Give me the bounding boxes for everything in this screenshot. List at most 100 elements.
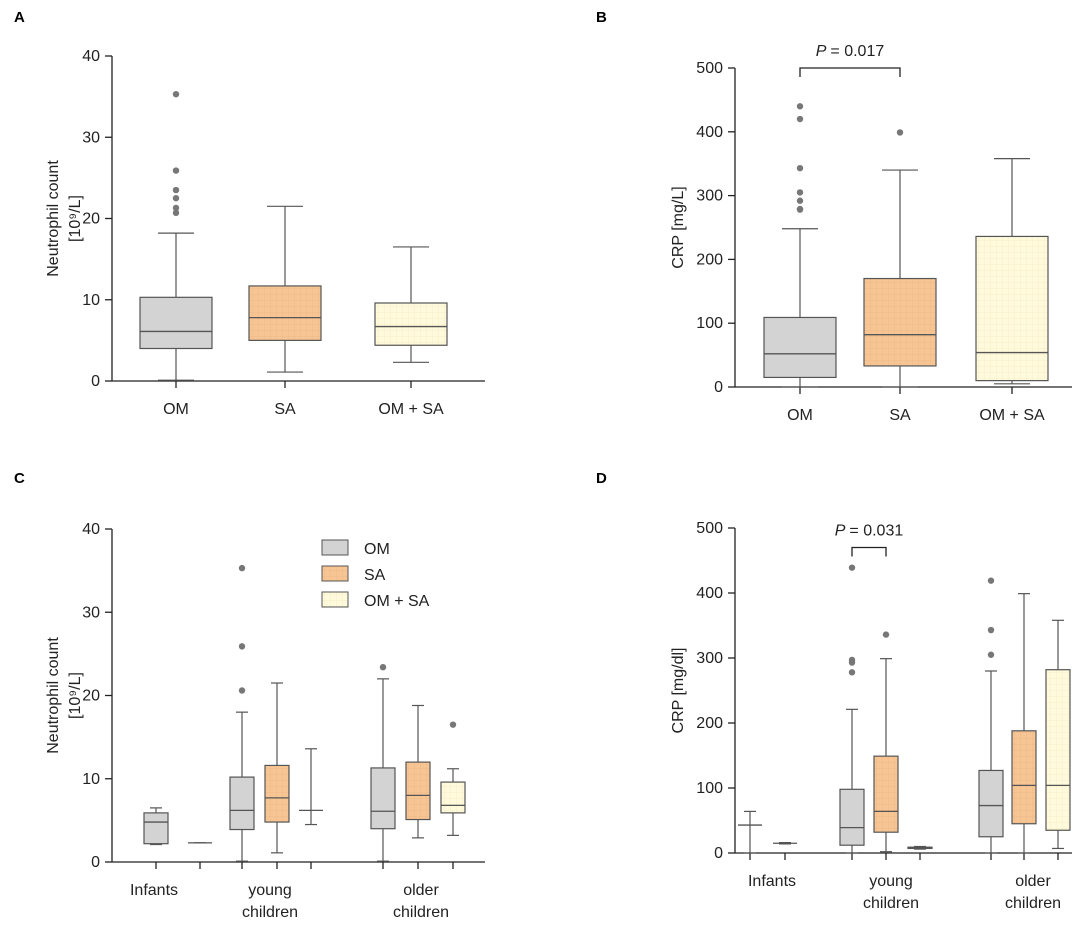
significance-bracket — [851, 546, 887, 557]
outlier-point — [987, 651, 995, 658]
y-tick-label: 10 — [82, 292, 100, 309]
y-tick-label: 40 — [82, 48, 100, 65]
y-tick-label: 300 — [696, 188, 723, 205]
box-om — [139, 90, 213, 381]
x-category-label-young-children: children — [863, 895, 919, 912]
p-value-text: = 0.031 — [849, 523, 903, 540]
box-sa — [773, 841, 797, 845]
x-category-label-infants: Infants — [130, 882, 178, 899]
y-tick-label: 0 — [91, 854, 100, 871]
outlier-point — [796, 197, 804, 204]
p-value-symbol: P — [816, 43, 827, 60]
box-om — [738, 810, 762, 854]
box-om — [763, 103, 837, 388]
outlier-point — [896, 129, 904, 136]
x-category-label-young-children: children — [242, 904, 298, 921]
y-tick-label: 300 — [696, 650, 723, 667]
y-tick-label: 20 — [82, 211, 100, 228]
x-category-label-older-children: older — [403, 882, 439, 899]
box-iqr — [229, 776, 255, 831]
panel-a: A 0 10 20 30 40 Neutrophil count [10⁹/L] OM SA OM … — [14, 9, 485, 418]
outlier-point — [796, 189, 804, 196]
y-tick-label: 200 — [696, 715, 723, 732]
panel-label: A — [14, 9, 25, 26]
legend-label-sa: SA — [364, 567, 386, 584]
outlier-point — [172, 194, 180, 202]
outlier-point — [238, 564, 246, 572]
y-tick-label: 500 — [696, 520, 723, 537]
y-axis-label: Neutrophil count [10⁹/L] — [45, 637, 84, 754]
y-tick-label: 30 — [82, 604, 100, 621]
y-tick-label: 100 — [696, 315, 723, 332]
panel-label: D — [596, 470, 607, 487]
x-category-label-young-children: young — [869, 873, 913, 890]
box-sa — [264, 682, 290, 854]
box-iqr — [873, 755, 899, 833]
box-iqr — [863, 277, 937, 367]
box-iqr — [264, 764, 290, 823]
panel-b: B 0 100 200 300 400 500 CRP [mg/L] OM SA OM + SA P =… — [596, 9, 1072, 424]
box-sa — [248, 205, 322, 373]
box-iqr — [374, 302, 448, 346]
p-value-symbol: P — [835, 523, 846, 540]
outlier-point — [379, 663, 387, 671]
box-om — [370, 663, 396, 862]
y-tick-label: 0 — [714, 379, 723, 396]
legend-swatch-om — [321, 539, 349, 556]
box-om-sa — [1045, 619, 1071, 850]
box-iqr — [975, 235, 1049, 382]
x-tick-label-om-sa: OM + SA — [979, 407, 1045, 424]
box-sa — [1011, 593, 1037, 854]
box-sa — [863, 129, 937, 388]
x-category-label-older-children: children — [393, 904, 449, 921]
x-category-label-older-children: children — [1005, 895, 1061, 912]
box-iqr — [839, 788, 865, 846]
outlier-point — [238, 687, 246, 694]
box-iqr — [143, 812, 169, 845]
box-iqr — [763, 316, 837, 379]
outlier-point — [172, 209, 180, 217]
y-axis-label-line-1: Neutrophil count — [45, 160, 62, 277]
box-om-sa — [440, 721, 466, 836]
x-category-label-infants: Infants — [748, 873, 796, 890]
x-category-label-young-children: young — [248, 882, 292, 899]
panel-c: C 0 10 20 30 40 Neutrophil count [10⁹/L] Infants… — [14, 470, 485, 921]
y-axis-label: CRP [mg/L] — [670, 186, 687, 268]
box-sa — [873, 631, 899, 853]
x-tick-label-sa: SA — [274, 401, 296, 418]
legend-swatch-sa — [321, 565, 349, 582]
outlier-point — [172, 204, 180, 212]
y-tick-label: 30 — [82, 129, 100, 146]
x-tick-label-om: OM — [787, 407, 813, 424]
p-value-label: P = 0.017 — [816, 43, 885, 60]
y-tick-label: 100 — [696, 780, 723, 797]
panel-d: D 0 100 200 300 400 500 CRP [mg/dl] Infants young… — [596, 470, 1072, 912]
x-tick-label-sa: SA — [889, 407, 911, 424]
box-iqr — [440, 781, 466, 814]
y-tick-label: 400 — [696, 124, 723, 141]
y-tick-label: 400 — [696, 585, 723, 602]
box-om-sa — [975, 157, 1049, 385]
outlier-point — [848, 669, 856, 676]
legend-swatch-om-sa — [321, 591, 349, 608]
outlier-point — [796, 164, 804, 172]
outlier-point — [796, 103, 804, 110]
box-iqr — [370, 767, 396, 830]
y-tick-label: 40 — [82, 521, 100, 538]
box-om — [978, 577, 1004, 854]
legend: OM SA OM + SA — [321, 539, 430, 610]
y-axis-label: CRP [mg/dl] — [670, 648, 687, 734]
legend-label-om: OM — [364, 541, 390, 558]
legend-label-om-sa: OM + SA — [364, 593, 430, 610]
significance-bracket — [799, 67, 901, 77]
y-tick-label: 200 — [696, 251, 723, 268]
y-tick-label: 10 — [82, 771, 100, 788]
x-tick-label-om: OM — [163, 401, 189, 418]
y-axis-label-line-1: Neutrophil count — [45, 637, 62, 754]
box-iqr — [248, 285, 322, 341]
outlier-point — [172, 167, 180, 174]
outlier-point — [987, 626, 995, 634]
y-tick-label: 0 — [91, 373, 100, 390]
p-value-text: = 0.017 — [830, 43, 884, 60]
